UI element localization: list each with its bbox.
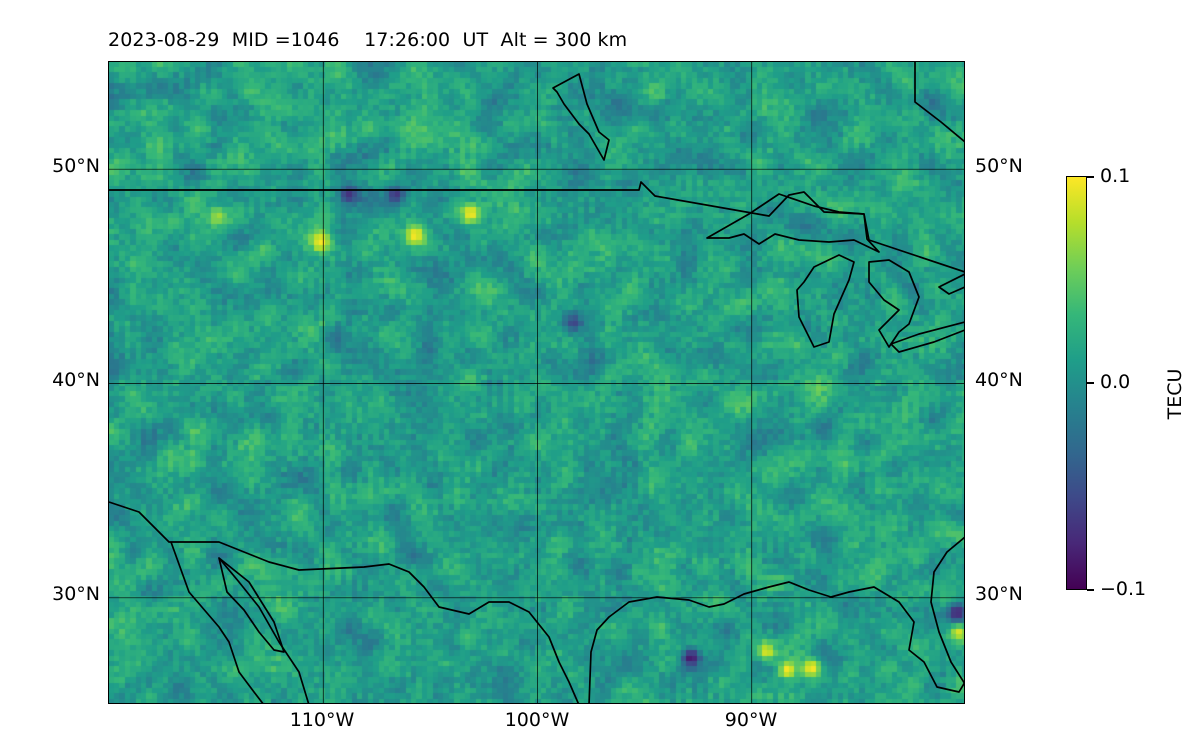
lake-superior bbox=[706, 193, 880, 253]
lake-ontario bbox=[938, 273, 964, 295]
colorbar-tick-bottom bbox=[1087, 589, 1094, 591]
gulf-of-california bbox=[218, 557, 310, 703]
colorbar-label-zero: 0.0 bbox=[1100, 371, 1131, 393]
lake-erie bbox=[890, 321, 964, 353]
lon-label-110w: 110°W bbox=[289, 709, 355, 731]
coastlines bbox=[109, 62, 964, 703]
hudson-bay-shore bbox=[552, 73, 610, 161]
mexico-border bbox=[109, 501, 580, 703]
colorbar-tick-top bbox=[1087, 176, 1094, 178]
lon-label-100w: 100°W bbox=[504, 709, 570, 731]
lat-label-right-40: 40°N bbox=[975, 369, 1023, 391]
lat-label-right-50: 50°N bbox=[975, 155, 1023, 177]
lake-michigan bbox=[796, 254, 855, 348]
baja-peninsula bbox=[170, 541, 264, 703]
lat-label-left-50: 50°N bbox=[52, 155, 100, 177]
lat-label-left-30: 30°N bbox=[52, 583, 100, 605]
colorbar-title: TECU bbox=[1164, 368, 1186, 420]
florida-west-coast bbox=[930, 536, 964, 685]
colorbar-label-max: 0.1 bbox=[1100, 165, 1131, 187]
gulf-coast bbox=[588, 581, 964, 703]
map-title: 2023-08-29 MID =1046 17:26:00 UT Alt = 3… bbox=[108, 29, 628, 51]
lon-label-90w: 90°W bbox=[724, 709, 778, 731]
lat-label-right-30: 30°N bbox=[975, 583, 1023, 605]
us-canada-border bbox=[109, 181, 964, 273]
tec-map-panel bbox=[108, 61, 965, 704]
lake-huron bbox=[868, 259, 920, 348]
graticule bbox=[109, 62, 964, 703]
lat-label-left-40: 40°N bbox=[52, 369, 100, 391]
baja-inner bbox=[218, 557, 285, 653]
colorbar-label-min: −0.1 bbox=[1100, 578, 1147, 600]
colorbar-tick-mid bbox=[1087, 382, 1094, 384]
james-bay-shore bbox=[914, 62, 964, 143]
colorbar bbox=[1066, 176, 1087, 590]
map-overlay bbox=[109, 62, 964, 703]
